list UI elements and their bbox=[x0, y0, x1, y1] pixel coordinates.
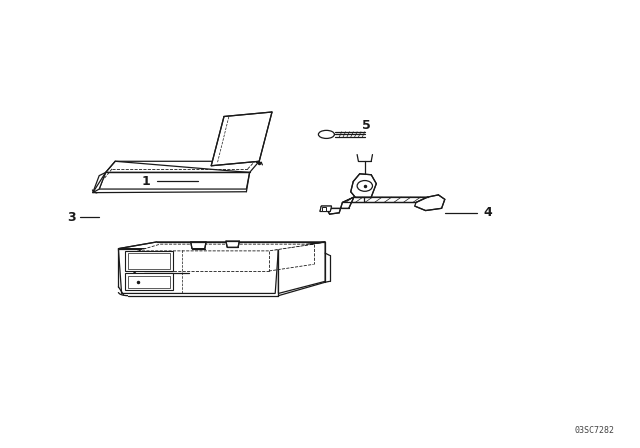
Polygon shape bbox=[211, 112, 272, 166]
Polygon shape bbox=[415, 195, 445, 211]
Text: 3: 3 bbox=[67, 211, 76, 224]
Text: 5: 5 bbox=[362, 119, 371, 132]
Polygon shape bbox=[278, 242, 325, 293]
Polygon shape bbox=[226, 241, 239, 247]
Text: 1: 1 bbox=[141, 175, 150, 188]
Polygon shape bbox=[128, 253, 170, 269]
Polygon shape bbox=[320, 206, 332, 211]
Text: 4: 4 bbox=[483, 206, 492, 220]
Polygon shape bbox=[118, 242, 325, 249]
Polygon shape bbox=[320, 206, 332, 211]
Polygon shape bbox=[118, 249, 278, 293]
Polygon shape bbox=[138, 244, 314, 251]
Polygon shape bbox=[128, 276, 170, 288]
Polygon shape bbox=[99, 172, 250, 189]
Polygon shape bbox=[106, 161, 259, 172]
Polygon shape bbox=[326, 197, 354, 214]
Polygon shape bbox=[351, 174, 376, 197]
Ellipse shape bbox=[319, 130, 334, 138]
Polygon shape bbox=[191, 242, 206, 249]
Circle shape bbox=[357, 181, 372, 191]
Text: 2: 2 bbox=[129, 267, 138, 280]
Polygon shape bbox=[125, 273, 173, 290]
Polygon shape bbox=[93, 172, 106, 193]
Text: 03SC7282: 03SC7282 bbox=[575, 426, 614, 435]
Polygon shape bbox=[125, 251, 173, 271]
Polygon shape bbox=[342, 197, 428, 202]
